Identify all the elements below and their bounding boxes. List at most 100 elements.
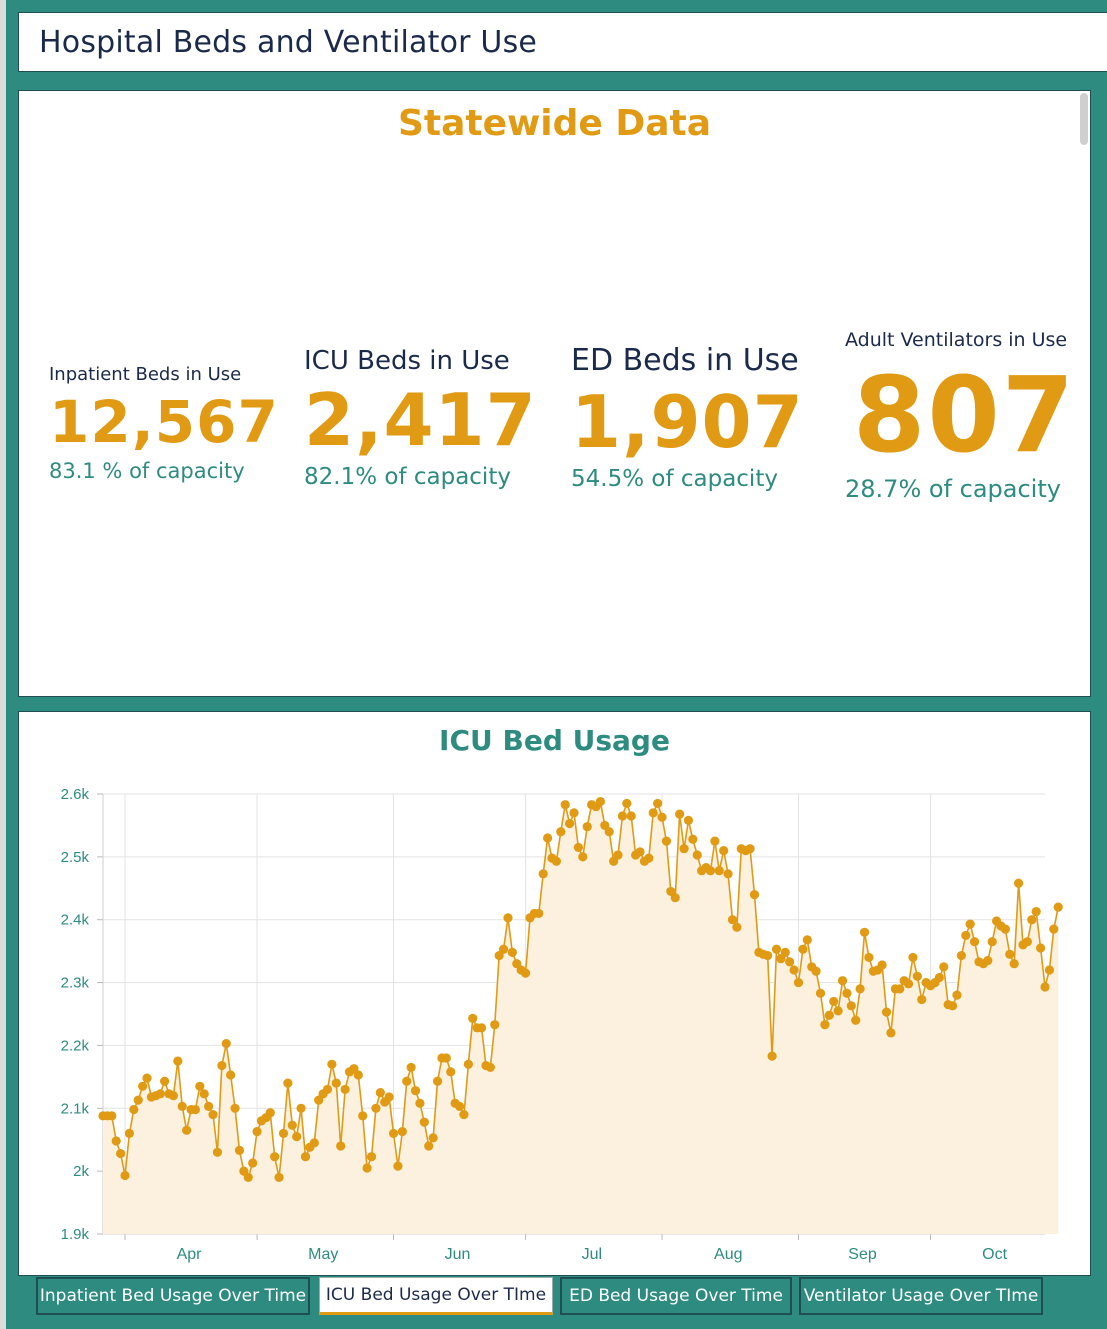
data-point xyxy=(745,844,755,854)
data-point xyxy=(670,893,680,903)
data-point xyxy=(617,811,628,821)
data-point xyxy=(490,1020,500,1030)
data-point xyxy=(824,1010,834,1020)
data-point xyxy=(278,1128,289,1139)
data-point xyxy=(851,1015,861,1025)
data-point xyxy=(767,1051,777,1061)
data-point xyxy=(749,889,760,900)
data-point xyxy=(274,1172,284,1183)
data-point xyxy=(371,1103,381,1113)
x-tick-label: Apr xyxy=(177,1246,203,1263)
data-point xyxy=(454,1101,465,1111)
data-point xyxy=(468,1013,478,1023)
data-point xyxy=(327,1059,337,1069)
data-point xyxy=(155,1089,165,1099)
data-point xyxy=(116,1148,126,1159)
data-point xyxy=(961,930,971,941)
data-point xyxy=(402,1076,412,1086)
data-point xyxy=(947,1001,958,1011)
data-point xyxy=(542,833,553,843)
data-point xyxy=(138,1081,148,1091)
data-point xyxy=(789,965,799,975)
data-point xyxy=(485,1062,495,1073)
data-point xyxy=(208,1109,218,1120)
inpatient-beds-label: Inpatient Beds in Use xyxy=(49,364,242,385)
data-point xyxy=(692,850,702,860)
data-point xyxy=(419,1117,429,1127)
data-point xyxy=(648,808,658,818)
data-point xyxy=(168,1091,179,1101)
icu-bed-usage-chart[interactable]: 1.9k 2k 2.1k 2.2k 2.3k 2.4k 2.5k 2.6k Apr May Jun J… xyxy=(19,712,1090,1275)
data-point xyxy=(626,811,636,821)
data-point xyxy=(560,800,570,810)
y-tick-label: 2.5k xyxy=(61,849,90,866)
data-point xyxy=(622,798,632,809)
data-point xyxy=(358,1111,368,1121)
ed-beds-stat: ED Beds in Use 1,907 54.5% of capacity xyxy=(571,343,804,492)
data-point xyxy=(859,927,870,937)
tab-icu-bed-usage[interactable]: ICU Bed Usage Over TIme xyxy=(319,1277,553,1315)
data-point xyxy=(190,1104,201,1115)
tab-ventilator-usage[interactable]: Ventilator Usage Over TIme xyxy=(799,1277,1043,1315)
data-point xyxy=(234,1145,245,1155)
data-point xyxy=(1044,965,1054,975)
data-point xyxy=(556,827,566,837)
data-point xyxy=(1053,902,1063,912)
dashboard-title: Hospital Beds and Ventilator Use xyxy=(39,25,538,60)
data-point xyxy=(195,1081,205,1091)
inpatient-beds-stat: Inpatient Beds in Use 12,567 83.1 % of c… xyxy=(49,364,279,483)
data-point xyxy=(520,968,531,978)
data-point xyxy=(771,944,782,954)
data-point xyxy=(582,822,592,832)
panel-scrollbar[interactable] xyxy=(1080,93,1088,145)
data-point xyxy=(498,944,509,954)
data-point xyxy=(142,1073,152,1083)
data-point xyxy=(160,1076,170,1086)
data-point xyxy=(366,1152,377,1162)
data-point xyxy=(604,827,614,837)
data-point xyxy=(331,1078,341,1088)
y-tick-label: 2.6k xyxy=(61,786,90,803)
data-point xyxy=(283,1078,293,1088)
data-point xyxy=(133,1095,143,1105)
data-point xyxy=(1005,949,1015,959)
data-point xyxy=(212,1147,223,1157)
data-point xyxy=(710,836,720,846)
data-point xyxy=(798,944,808,954)
ed-beds-label: ED Beds in Use xyxy=(571,343,799,378)
data-point xyxy=(939,962,949,972)
x-tick-label: May xyxy=(308,1246,338,1263)
data-point xyxy=(864,952,874,963)
data-point xyxy=(120,1170,130,1181)
data-point xyxy=(1013,878,1024,888)
tab-ed-bed-usage[interactable]: ED Bed Usage Over Time xyxy=(560,1277,792,1315)
data-point xyxy=(820,1020,830,1030)
data-point xyxy=(886,1028,896,1038)
ventilators-label: Adult Ventilators in Use xyxy=(845,329,1068,351)
data-point xyxy=(397,1126,407,1137)
data-point xyxy=(1022,937,1032,947)
data-point xyxy=(204,1101,214,1111)
data-point xyxy=(657,812,667,822)
data-point xyxy=(815,988,826,998)
data-point xyxy=(441,1053,451,1063)
data-point xyxy=(727,915,738,925)
data-point xyxy=(243,1172,253,1183)
data-point xyxy=(424,1141,434,1151)
data-point xyxy=(578,852,588,862)
ventilators-value: 807 xyxy=(853,354,1077,476)
data-point xyxy=(829,996,839,1007)
data-point xyxy=(842,988,852,998)
tab-inpatient-bed-usage[interactable]: Inpatient Bed Usage Over Time xyxy=(36,1277,310,1315)
data-point xyxy=(969,937,980,947)
data-point xyxy=(719,845,729,856)
data-point xyxy=(565,818,575,829)
x-tick-label: Oct xyxy=(982,1246,1007,1263)
data-point xyxy=(987,937,997,947)
ventilators-capacity: 28.7% of capacity xyxy=(845,475,1061,503)
icu-beds-value: 2,417 xyxy=(304,378,537,462)
y-tick-label: 2k xyxy=(73,1163,89,1180)
series-area xyxy=(103,801,1059,1234)
data-point xyxy=(463,1059,473,1069)
data-point xyxy=(1031,906,1041,917)
